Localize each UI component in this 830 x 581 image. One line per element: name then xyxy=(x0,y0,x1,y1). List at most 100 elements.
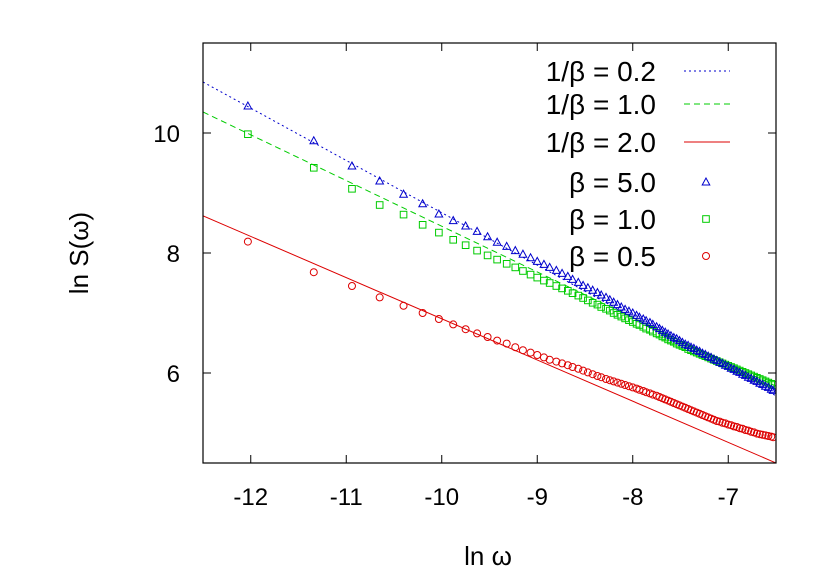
data-point-circle xyxy=(473,329,482,338)
data-point-circle xyxy=(752,429,761,438)
data-point-triangle xyxy=(620,304,630,313)
data-point-triangle xyxy=(557,268,567,277)
data-point-circle xyxy=(755,430,764,439)
data-point-square xyxy=(617,312,626,321)
data-point-circle xyxy=(729,422,738,431)
data-point-square xyxy=(526,270,535,279)
data-point-square xyxy=(399,210,408,219)
data-point-circle xyxy=(309,268,318,277)
data-point-circle xyxy=(533,351,542,359)
data-point-square xyxy=(435,228,443,237)
data-point-triangle xyxy=(545,262,555,271)
data-point-circle xyxy=(568,363,577,371)
data-point-circle xyxy=(511,343,520,352)
data-point-circle xyxy=(593,372,602,380)
legend-label: 1/β = 1.0 xyxy=(546,89,656,120)
data-point-triangle xyxy=(583,282,593,292)
data-point-triangle xyxy=(616,301,626,311)
x-tick-label: -11 xyxy=(330,484,363,511)
data-point-triangle xyxy=(609,297,619,306)
data-point-triangle xyxy=(648,319,658,328)
data-point-square xyxy=(449,236,458,244)
data-point-triangle xyxy=(518,249,528,258)
data-point-square xyxy=(574,291,583,300)
series-triangle xyxy=(243,100,776,394)
data-point-circle xyxy=(375,293,384,302)
data-point-square xyxy=(568,289,577,297)
data-point-square xyxy=(625,316,633,324)
data-point-triangle xyxy=(596,289,606,299)
data-point-triangle xyxy=(592,287,603,297)
legend-label: β = 1.0 xyxy=(569,204,656,235)
data-point-circle xyxy=(617,379,626,388)
data-point-square xyxy=(511,263,520,272)
data-point-triangle xyxy=(766,384,776,393)
data-point-circle xyxy=(758,430,767,439)
data-point-square xyxy=(502,260,511,268)
x-tick-label: -10 xyxy=(424,484,459,511)
data-point-square xyxy=(519,267,527,275)
fit-line-2 xyxy=(203,111,776,387)
data-point-circle xyxy=(518,346,527,355)
data-point-triangle xyxy=(563,271,573,280)
data-point-triangle xyxy=(398,189,409,198)
data-point-square xyxy=(533,273,542,282)
data-point-circle xyxy=(741,426,750,434)
legend-marker-swatch xyxy=(702,252,710,260)
data-point-circle xyxy=(724,420,733,429)
data-point-triangle xyxy=(605,294,615,304)
legend-label: 1/β = 0.2 xyxy=(546,56,656,87)
data-point-triangle xyxy=(472,226,482,235)
data-point-circle xyxy=(605,376,614,385)
data-point-circle xyxy=(764,432,773,440)
series-circle xyxy=(243,237,776,442)
data-point-circle xyxy=(545,355,554,364)
data-point-square xyxy=(588,299,597,307)
data-point-circle xyxy=(597,373,606,382)
data-point-triangle xyxy=(532,256,542,265)
data-point-square xyxy=(597,303,606,311)
data-point-square xyxy=(558,284,566,293)
data-point-triangle xyxy=(448,215,458,225)
data-point-circle xyxy=(493,336,502,345)
data-point-triangle xyxy=(587,285,598,294)
x-axis-label: ln ω xyxy=(464,541,512,571)
data-point-circle xyxy=(243,237,252,246)
data-point-circle xyxy=(483,333,492,341)
data-point-triangle xyxy=(628,307,638,317)
data-point-circle xyxy=(579,366,588,375)
data-point-square xyxy=(483,251,492,260)
legend: 1/β = 0.21/β = 1.0 1/β = 2.0 β = 5.0 β = 1.… xyxy=(546,56,730,272)
data-point-triangle xyxy=(347,160,357,170)
data-point-circle xyxy=(418,309,427,317)
data-point-square xyxy=(375,201,384,209)
data-point-triangle xyxy=(768,385,776,394)
data-point-triangle xyxy=(641,315,651,325)
data-point-triangle xyxy=(573,277,583,286)
data-point-circle xyxy=(347,282,356,290)
data-point-circle xyxy=(747,427,756,436)
data-point-triangle xyxy=(612,299,623,309)
data-point-square xyxy=(540,276,548,285)
data-point-square xyxy=(309,164,318,172)
data-point-circle xyxy=(399,301,408,310)
data-point-circle xyxy=(552,357,561,366)
legend-label: β = 5.0 xyxy=(569,167,656,198)
plot-area xyxy=(203,81,776,463)
data-point-circle xyxy=(558,359,567,368)
data-point-circle xyxy=(613,378,622,387)
data-point-triangle xyxy=(634,312,645,321)
data-point-square xyxy=(613,311,622,319)
data-point-triangle xyxy=(502,241,512,250)
data-point-triangle xyxy=(567,274,578,283)
data-point-triangle xyxy=(510,245,520,255)
data-point-square xyxy=(244,130,252,138)
fit-line-3 xyxy=(203,215,776,463)
data-point-circle xyxy=(712,417,721,425)
data-point-circle xyxy=(563,361,572,370)
data-point-triangle xyxy=(539,259,549,268)
data-point-square xyxy=(621,314,629,323)
data-point-circle xyxy=(588,370,597,379)
y-axis-label: ln S(ω) xyxy=(64,212,94,294)
